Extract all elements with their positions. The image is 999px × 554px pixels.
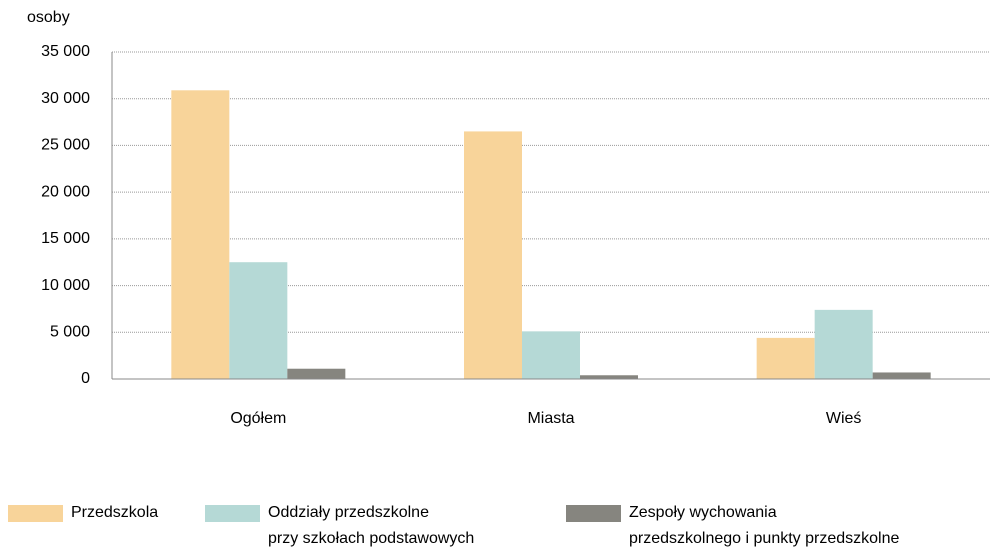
y-tick-label: 35 000 [41, 43, 90, 60]
legend-swatch [8, 505, 63, 522]
bar [171, 90, 230, 379]
x-tick-label: Ogółem [230, 410, 286, 427]
chart: osoby 0 5 000 10 000 15 000 20 000 25 000 30 0… [27, 9, 990, 427]
x-tick-label: Miasta [527, 410, 574, 427]
y-tick-label: 20 000 [41, 183, 90, 200]
bar [756, 337, 815, 379]
y-tick-label: 0 [81, 370, 90, 387]
legend-item: Oddziały przedszkolne przy szkołach pods… [205, 502, 474, 552]
legend-item: Zespoły wychowania przedszkolnego i punk… [566, 502, 899, 552]
legend-label: Przedszkola [71, 504, 159, 521]
bar [814, 309, 873, 379]
y-tick-label: 15 000 [41, 230, 90, 247]
y-axis-label: osoby [27, 9, 70, 26]
legend-swatch [205, 505, 260, 522]
legend-item: Przedszkola [8, 502, 158, 526]
bar [464, 131, 522, 379]
y-tick-label: 30 000 [41, 90, 90, 107]
x-tick-label: Wieś [826, 410, 862, 427]
legend-label: Zespoły wychowania przedszkolnego i punk… [629, 504, 900, 547]
bar [872, 372, 931, 379]
legend-label: Oddziały przedszkolne przy szkołach pods… [268, 504, 475, 547]
legend-swatch [566, 505, 621, 522]
y-tick-label: 25 000 [41, 137, 90, 154]
bar [287, 368, 346, 379]
y-tick-label: 5 000 [50, 324, 90, 341]
bar [229, 262, 288, 379]
bar [522, 331, 580, 379]
bar [580, 375, 638, 379]
y-tick-label: 10 000 [41, 277, 90, 294]
